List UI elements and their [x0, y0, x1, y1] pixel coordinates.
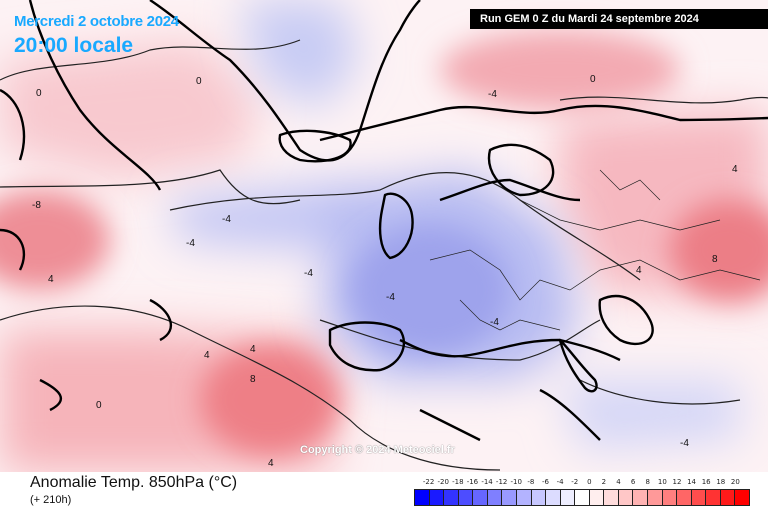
legend-swatch	[589, 490, 605, 505]
legend-label: -10	[510, 478, 522, 486]
legend-label: 18	[716, 478, 726, 486]
contour-label: -4	[304, 268, 313, 279]
warm-core-arctic	[440, 30, 680, 110]
contour-label: 4	[250, 344, 256, 355]
legend-swatch	[691, 490, 707, 505]
legend-swatch	[618, 490, 634, 505]
legend-label: -20	[437, 478, 449, 486]
contour-label: 0	[36, 88, 42, 99]
legend-swatch	[415, 490, 430, 505]
warm-core-west	[0, 190, 110, 290]
contour-label: -4	[490, 317, 499, 328]
legend-swatch	[677, 490, 692, 505]
warm-core-atlantic	[200, 345, 340, 455]
copyright-text: Copyright © 2024 Meteociel.fr	[300, 444, 455, 456]
legend-label: -16	[466, 478, 479, 486]
legend-label: 10	[657, 478, 667, 486]
legend-label: -8	[527, 478, 535, 486]
contour-label: 0	[590, 74, 596, 85]
scandinavia-coast	[487, 143, 555, 197]
warm-core-russia	[670, 200, 768, 300]
legend-label: 8	[645, 478, 650, 486]
color-scale-legend	[414, 489, 750, 506]
temperature-anomaly-map: 0 0 -4 0 -4 -4 -4 -4 -4 -4 -8 4 4 8 4 4 …	[0, 0, 768, 472]
chart-title: Anomalie Temp. 850hPa (°C)	[30, 474, 238, 491]
legend-swatch	[531, 490, 547, 505]
legend-swatch	[720, 490, 736, 505]
forecast-date: Mercredi 2 octobre 2024	[14, 13, 179, 30]
legend-label: -4	[556, 478, 564, 486]
legend-swatch	[458, 490, 474, 505]
contour-label: -4	[222, 214, 231, 225]
legend-label: 14	[687, 478, 697, 486]
cold-core-europe	[350, 225, 510, 355]
contour-label: 4	[48, 274, 54, 285]
contour-lines	[0, 39, 768, 471]
legend-label: 2	[601, 478, 607, 486]
legend-swatch	[604, 490, 619, 505]
legend-label: -22	[422, 478, 435, 486]
legend-label: 16	[701, 478, 711, 486]
contour-label: 0	[196, 76, 202, 87]
legend-label: -12	[495, 478, 508, 486]
legend-swatch	[633, 490, 648, 505]
legend-swatch	[706, 490, 721, 505]
legend-label: 0	[587, 478, 592, 486]
legend-labels: -22 -20 -18 -16 -14 -12 -10 -8 -6 -4 -2 0 2 4 6 8 10 12 14…	[414, 478, 750, 488]
legend-label: -6	[541, 478, 549, 486]
coastlines	[0, 0, 768, 442]
legend-label: 20	[730, 478, 740, 486]
legend-swatch	[502, 490, 517, 505]
legend-swatch	[560, 490, 576, 505]
legend-label: 6	[630, 478, 636, 486]
contour-label: -4	[186, 238, 195, 249]
model-run-label: Run GEM 0 Z du Mardi 24 septembre 2024	[470, 9, 768, 29]
warm-anomaly-west	[0, 40, 260, 180]
contour-label: 8	[712, 254, 718, 265]
contour-labels: 0 0 -4 0 -4 -4 -4 -4 -4 -4 -8 4 4 8 4 4 …	[32, 74, 738, 469]
legend-swatch	[516, 490, 532, 505]
contour-label: -4	[680, 438, 689, 449]
legend-swatch	[546, 490, 561, 505]
uk-outline	[378, 192, 414, 260]
italy-outline	[558, 338, 598, 393]
contour-label: -4	[386, 292, 395, 303]
legend-label: 4	[616, 478, 621, 486]
legend-label: -18	[452, 478, 464, 486]
forecast-time: 20:00 locale	[14, 34, 134, 57]
legend-swatch	[429, 490, 445, 505]
cold-anomaly-north	[240, 0, 360, 110]
legend-label: -2	[571, 478, 579, 486]
contour-label: 4	[636, 265, 642, 276]
legend-label: 12	[672, 478, 682, 486]
cold-anomaly-med	[560, 380, 740, 450]
legend-swatch	[575, 490, 590, 505]
baltic-coast	[598, 294, 654, 346]
forecast-lead-time: (+ 210h)	[30, 494, 72, 506]
contour-label: 0	[96, 400, 102, 411]
contour-label: 4	[268, 458, 274, 469]
legend-swatch	[648, 490, 663, 505]
legend-swatch	[662, 490, 678, 505]
contour-label: 4	[732, 164, 738, 175]
contour-label: -8	[32, 200, 41, 211]
contour-label: 8	[250, 374, 256, 385]
legend-swatch	[473, 490, 488, 505]
footer: Anomalie Temp. 850hPa (°C) (+ 210h) -22-…	[0, 472, 768, 512]
legend-swatch	[444, 490, 459, 505]
country-borders	[429, 169, 761, 331]
contour-label: 4	[204, 350, 210, 361]
iberia-coast	[328, 321, 406, 372]
iceland-outline	[278, 129, 352, 163]
legend-swatch	[487, 490, 503, 505]
legend-swatch	[735, 490, 749, 505]
north-america-coast	[0, 88, 172, 412]
legend-label: -14	[481, 478, 493, 486]
europe-coast	[319, 104, 768, 442]
contour-label: -4	[488, 89, 497, 100]
